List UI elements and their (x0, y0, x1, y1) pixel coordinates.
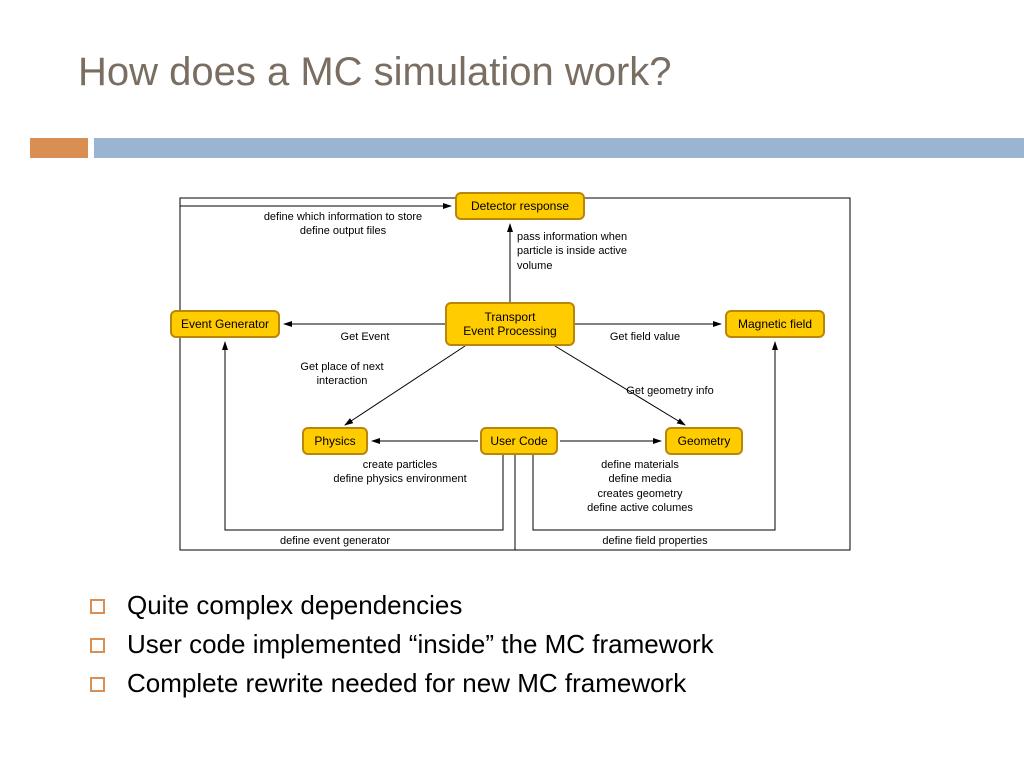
label-get-place: Get place of next interaction (277, 360, 407, 389)
list-item: User code implemented “inside” the MC fr… (90, 629, 714, 660)
bullet-text: User code implemented “inside” the MC fr… (127, 629, 714, 660)
node-physics: Physics (302, 427, 368, 455)
slide-title: How does a MC simulation work? (78, 50, 672, 95)
bullet-text: Quite complex dependencies (127, 590, 462, 621)
diagram-edges (145, 184, 885, 564)
label-get-geom: Get geometry info (605, 384, 735, 398)
label-define-materials: define materials define media creates ge… (565, 458, 715, 515)
label-define-event-gen: define event generator (255, 534, 415, 548)
bullet-box-icon (90, 638, 105, 653)
bullet-text: Complete rewrite needed for new MC frame… (127, 668, 686, 699)
node-detector: Detector response (455, 192, 585, 220)
label-get-field: Get field value (595, 330, 695, 344)
label-create-particles: create particles define physics environm… (310, 458, 490, 487)
label-store: define which information to store define… (243, 210, 443, 239)
node-user-code: User Code (480, 427, 558, 455)
node-event-generator: Event Generator (170, 310, 280, 338)
accent-bar (0, 138, 1024, 158)
label-get-event: Get Event (325, 330, 405, 344)
flowchart-diagram: Detector response Event Generator Transp… (145, 184, 885, 564)
node-transport: Transport Event Processing (445, 302, 575, 346)
accent-blue (94, 138, 1024, 158)
list-item: Quite complex dependencies (90, 590, 714, 621)
bullet-list: Quite complex dependencies User code imp… (90, 590, 714, 707)
list-item: Complete rewrite needed for new MC frame… (90, 668, 714, 699)
bullet-box-icon (90, 677, 105, 692)
label-pass: pass information when particle is inside… (517, 230, 677, 273)
bullet-box-icon (90, 599, 105, 614)
label-define-field: define field properties (575, 534, 735, 548)
node-magnetic: Magnetic field (725, 310, 825, 338)
accent-orange (30, 138, 88, 158)
node-geometry: Geometry (665, 427, 743, 455)
